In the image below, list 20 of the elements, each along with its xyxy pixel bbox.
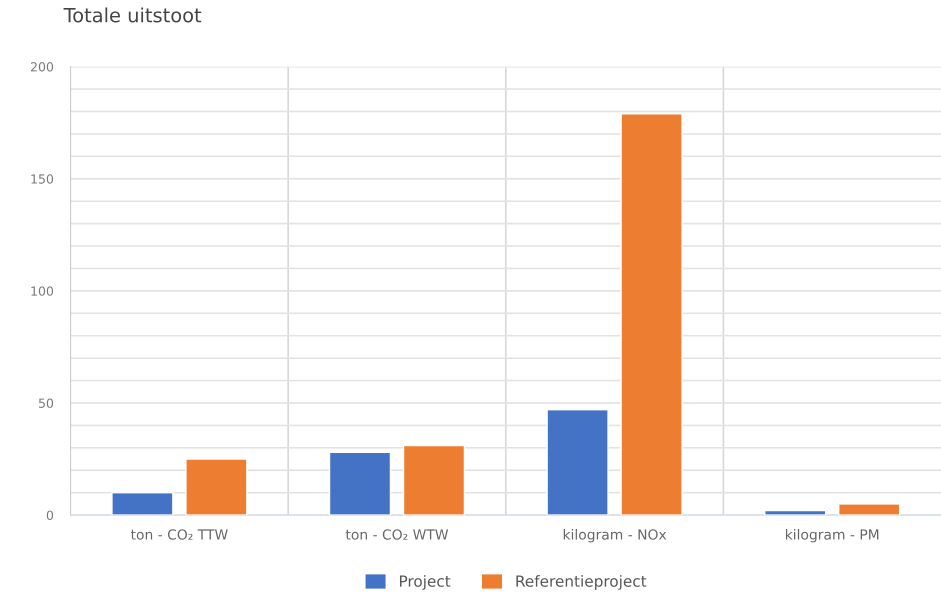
- legend-label: Project: [400, 575, 450, 590]
- y-tick-label: 100: [31, 286, 54, 296]
- chart-title: Totale uitstoot: [64, 7, 202, 22]
- y-tick-label: 0: [46, 510, 54, 520]
- x-tick-label: kilogram - PM: [786, 528, 878, 542]
- bar: [620, 113, 683, 516]
- y-tick-label: 50: [38, 398, 54, 408]
- bar: [838, 503, 900, 516]
- bar: [402, 444, 466, 516]
- legend-label: Referentieproject: [516, 575, 646, 590]
- y-tick-label: 150: [31, 174, 54, 184]
- bar: [328, 452, 392, 516]
- bar: [764, 510, 826, 516]
- y-tick-label: 200: [30, 62, 54, 72]
- x-tick-label: kilogram - NOx: [564, 528, 666, 542]
- bar: [546, 409, 609, 516]
- x-tick-label: ton - CO₂ TTW: [130, 529, 228, 540]
- bar: [185, 458, 248, 516]
- bar: [111, 492, 174, 516]
- x-tick-label: ton - CO₂ WTW: [346, 529, 448, 540]
